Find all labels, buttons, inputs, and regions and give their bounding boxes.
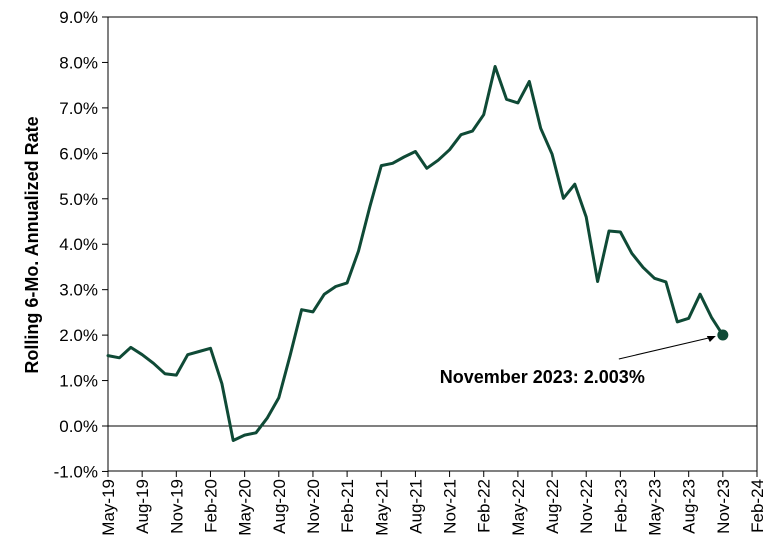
plot-frame <box>107 16 758 472</box>
x-tick-label: Aug-21 <box>406 479 425 534</box>
x-tick-label: Nov-20 <box>304 479 323 534</box>
y-tick-label: 8.0% <box>59 53 98 72</box>
y-tick-label: 9.0% <box>59 8 98 27</box>
x-tick-label: May-20 <box>236 479 255 536</box>
y-axis-ticks: -1.0% 0.0% 1.0% 2.0% 3.0% 4.0% 5.0% 6.0% 7.0% 8.0… <box>54 8 108 481</box>
arrow-head <box>706 335 716 342</box>
axes <box>107 16 758 472</box>
y-tick-label: 7.0% <box>59 99 98 118</box>
x-tick-label: Aug-20 <box>270 479 289 534</box>
x-tick-label: Aug-23 <box>680 479 699 534</box>
y-tick-label: -1.0% <box>54 462 98 481</box>
y-tick-label: 2.0% <box>59 326 98 345</box>
y-tick-label: 3.0% <box>59 281 98 300</box>
y-tick-label: 4.0% <box>59 235 98 254</box>
x-tick-label: May-23 <box>646 479 665 536</box>
y-tick-label: 1.0% <box>59 372 98 391</box>
x-tick-label: Feb-22 <box>475 479 494 533</box>
x-tick-label: May-22 <box>509 479 528 536</box>
y-tick-label: 0.0% <box>59 417 98 436</box>
annotation-label: November 2023: 2.003% <box>440 367 645 387</box>
x-tick-label: Aug-19 <box>133 479 152 534</box>
annotation-arrow <box>618 336 713 360</box>
x-tick-label: May-21 <box>372 479 391 536</box>
x-axis-ticks: May-19 Aug-19 Nov-19 Feb-20 May-20 Aug-20 Nov-… <box>99 471 767 536</box>
highlight-point <box>717 329 729 341</box>
y-tick-label: 6.0% <box>59 144 98 163</box>
x-tick-label: Nov-19 <box>167 479 186 534</box>
x-tick-label: Nov-23 <box>714 479 733 534</box>
x-tick-label: Aug-22 <box>543 479 562 534</box>
y-tick-label: 5.0% <box>59 190 98 209</box>
x-tick-label: Nov-22 <box>577 479 596 534</box>
series-group <box>106 65 725 442</box>
x-tick-label: Feb-23 <box>611 479 630 533</box>
y-axis-title: Rolling 6-Mo. Annualized Rate <box>22 116 42 373</box>
x-tick-label: Feb-21 <box>338 479 357 533</box>
annotation-group: November 2023: 2.003% <box>440 329 729 387</box>
x-tick-label: Nov-21 <box>441 479 460 534</box>
x-tick-label: May-19 <box>99 479 118 536</box>
x-tick-label: Feb-24 <box>748 479 767 533</box>
series-line <box>106 65 725 442</box>
x-tick-label: Feb-20 <box>201 479 220 533</box>
